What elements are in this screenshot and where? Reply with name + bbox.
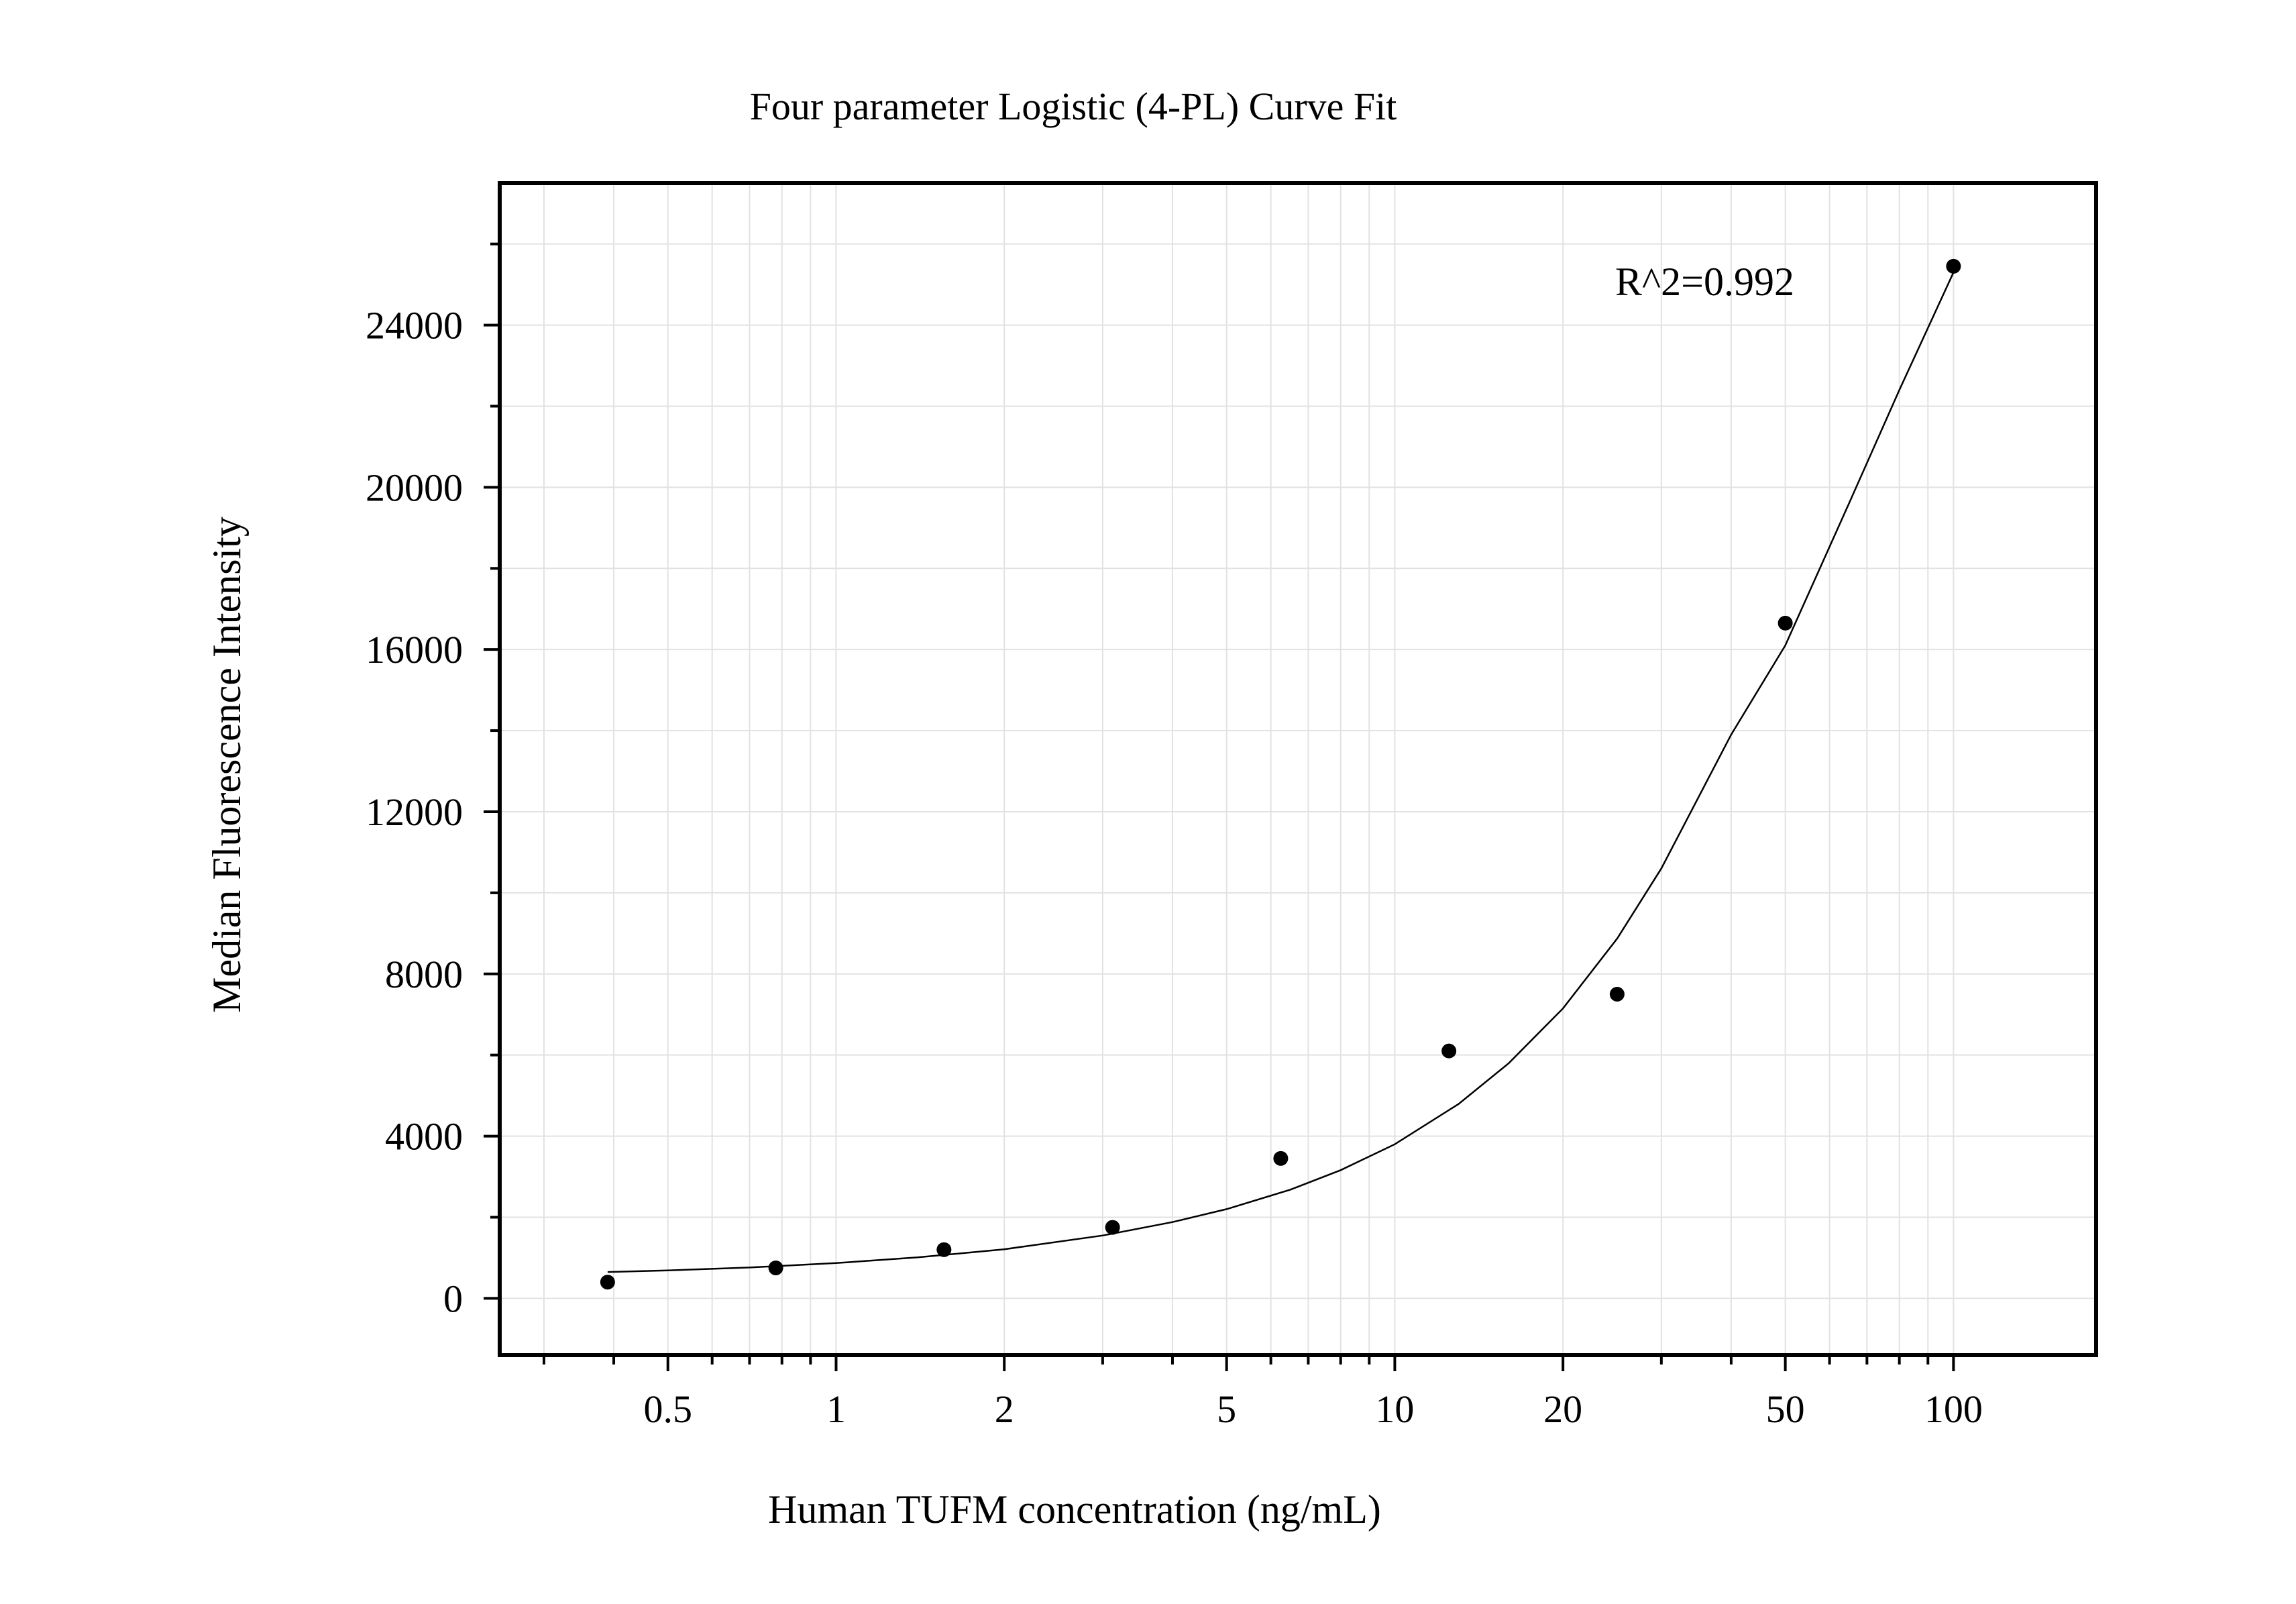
data-point bbox=[1778, 615, 1793, 631]
fit-curve bbox=[607, 272, 1955, 1273]
y-tick-label: 20000 bbox=[366, 466, 463, 509]
grid-lines bbox=[500, 183, 2096, 1355]
y-tick-label: 4000 bbox=[385, 1115, 463, 1159]
y-tick-label: 16000 bbox=[366, 628, 463, 672]
x-tick-label: 10 bbox=[1375, 1387, 1414, 1431]
data-point bbox=[600, 1275, 615, 1290]
y-tick-labels: 0 4000 8000 12000 16000 20000 24000 bbox=[366, 304, 463, 1321]
data-point bbox=[768, 1261, 783, 1276]
y-tick-label: 12000 bbox=[366, 790, 463, 834]
data-point bbox=[1441, 1043, 1457, 1059]
data-point bbox=[1273, 1151, 1289, 1166]
x-tick-label: 5 bbox=[1217, 1387, 1236, 1431]
x-tick-label: 1 bbox=[826, 1387, 846, 1431]
x-tick-label: 100 bbox=[1924, 1387, 1983, 1431]
data-point bbox=[1105, 1220, 1120, 1235]
plot-frame bbox=[498, 181, 2098, 1357]
data-point bbox=[936, 1242, 952, 1257]
x-tick-label: 0.5 bbox=[643, 1387, 692, 1431]
data-points bbox=[600, 258, 1961, 1290]
axis-ticks bbox=[484, 242, 1955, 1371]
chart-title: Four parameter Logistic (4-PL) Curve Fit bbox=[750, 85, 1397, 128]
y-tick-label: 8000 bbox=[385, 953, 463, 996]
x-tick-label: 50 bbox=[1766, 1387, 1805, 1431]
r-squared-annotation: R^2=0.992 bbox=[1615, 260, 1794, 304]
x-tick-labels: 0.5 1 2 5 10 20 50 100 bbox=[643, 1387, 1982, 1431]
fit-curve-group bbox=[607, 272, 1955, 1273]
data-point bbox=[1946, 258, 1961, 274]
y-tick-label: 24000 bbox=[366, 304, 463, 347]
y-axis-label: Median Fluorescence Intensity bbox=[205, 517, 249, 1013]
x-tick-label: 20 bbox=[1543, 1387, 1582, 1431]
x-axis-label: Human TUFM concentration (ng/mL) bbox=[768, 1487, 1381, 1532]
x-tick-label: 2 bbox=[995, 1387, 1014, 1431]
y-tick-label: 0 bbox=[443, 1277, 463, 1320]
data-point bbox=[1609, 986, 1625, 1002]
